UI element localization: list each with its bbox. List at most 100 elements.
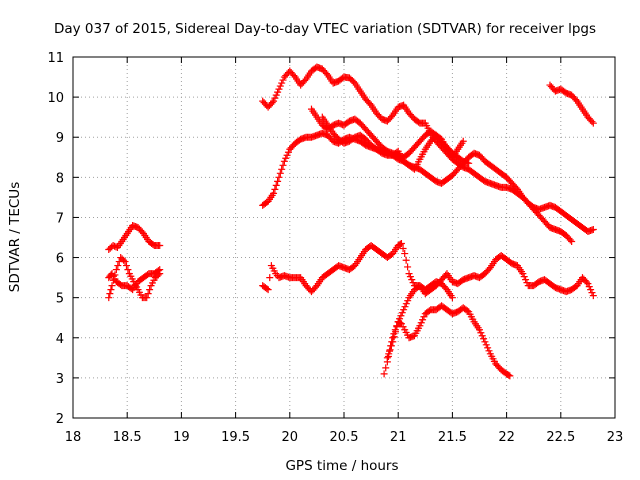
data-point bbox=[584, 280, 592, 288]
data-point bbox=[143, 294, 151, 302]
data-point bbox=[401, 303, 409, 311]
data-point bbox=[417, 319, 425, 327]
series-arc-j bbox=[383, 278, 456, 362]
data-point bbox=[121, 258, 129, 266]
data-point bbox=[144, 290, 152, 298]
data-point bbox=[476, 326, 483, 334]
data-point bbox=[391, 328, 399, 336]
data-point bbox=[156, 270, 164, 278]
data-point bbox=[385, 350, 393, 358]
data-point bbox=[394, 318, 402, 326]
data-point bbox=[382, 364, 390, 372]
data-point bbox=[109, 276, 117, 284]
data-point bbox=[279, 161, 287, 169]
x-tick-label: 20.5 bbox=[330, 430, 359, 445]
y-tick-label: 6 bbox=[56, 252, 64, 267]
x-tick-label: 19 bbox=[173, 430, 190, 445]
data-point bbox=[390, 333, 398, 341]
data-point bbox=[512, 184, 520, 192]
data-point bbox=[465, 159, 473, 167]
data-point bbox=[387, 113, 395, 121]
data-point bbox=[275, 85, 283, 93]
data-point bbox=[566, 236, 574, 244]
data-point bbox=[156, 242, 164, 250]
series-arc-k bbox=[546, 81, 597, 127]
y-tick-label: 2 bbox=[56, 412, 64, 427]
data-point bbox=[399, 245, 407, 253]
data-point bbox=[108, 282, 116, 290]
data-point bbox=[589, 225, 597, 233]
series-arc-c bbox=[105, 254, 164, 302]
data-point bbox=[274, 88, 282, 96]
data-point bbox=[448, 294, 456, 302]
data-point bbox=[268, 99, 276, 107]
y-tick-label: 5 bbox=[56, 292, 64, 307]
data-point bbox=[463, 307, 471, 315]
x-tick-label: 22 bbox=[498, 430, 515, 445]
data-point bbox=[111, 271, 119, 279]
data-point bbox=[278, 165, 286, 173]
data-point bbox=[272, 91, 280, 99]
data-point bbox=[322, 70, 330, 78]
y-tick-label: 10 bbox=[47, 91, 64, 106]
x-tick-label: 18 bbox=[65, 430, 82, 445]
data-point bbox=[442, 284, 450, 292]
data-point bbox=[519, 270, 527, 278]
series-arc-b bbox=[105, 266, 164, 294]
data-point bbox=[400, 306, 408, 314]
x-tick-label: 18.5 bbox=[113, 430, 142, 445]
y-tick-label: 3 bbox=[56, 372, 64, 387]
data-point bbox=[280, 157, 288, 165]
data-point bbox=[312, 283, 320, 291]
data-point bbox=[481, 338, 489, 346]
axis-ticks: 18 18.5 19 19.5 20 20.5 21 21.5 22 22.5 2323456789… bbox=[47, 51, 623, 445]
x-tick-label: 19.5 bbox=[221, 430, 250, 445]
x-tick-label: 21.5 bbox=[438, 430, 467, 445]
data-point bbox=[386, 346, 394, 354]
data-point bbox=[106, 290, 114, 298]
data-point bbox=[587, 286, 595, 294]
data-point bbox=[404, 263, 412, 271]
data-point bbox=[589, 119, 597, 127]
data-point bbox=[459, 137, 467, 145]
data-point bbox=[120, 256, 128, 264]
data-point bbox=[401, 250, 409, 258]
data-point bbox=[276, 82, 284, 90]
data-point bbox=[505, 371, 513, 379]
data-point bbox=[572, 96, 580, 104]
data-point bbox=[396, 315, 404, 323]
y-tick-label: 7 bbox=[56, 211, 64, 226]
data-point bbox=[589, 292, 597, 300]
data-point bbox=[271, 185, 279, 193]
data-point bbox=[107, 286, 115, 294]
data-point bbox=[278, 79, 286, 87]
data-point bbox=[485, 347, 493, 355]
data-point bbox=[480, 335, 488, 343]
data-point bbox=[266, 274, 274, 282]
data-point bbox=[478, 332, 486, 340]
series-arc-a bbox=[105, 221, 164, 254]
data-point bbox=[274, 177, 282, 185]
data-point bbox=[275, 173, 283, 181]
data-point bbox=[270, 189, 278, 197]
data-point bbox=[397, 240, 405, 248]
data-point bbox=[154, 271, 162, 279]
data-point bbox=[263, 285, 271, 293]
data-point bbox=[477, 329, 485, 337]
data-point bbox=[588, 289, 596, 297]
data-point bbox=[583, 278, 591, 286]
data-point bbox=[380, 370, 388, 378]
data-point bbox=[270, 97, 278, 105]
x-tick-label: 23 bbox=[607, 430, 624, 445]
data-point bbox=[124, 266, 132, 274]
data-point bbox=[366, 100, 374, 108]
grid bbox=[73, 57, 615, 418]
data-point bbox=[114, 262, 122, 270]
x-axis-label: GPS time / hours bbox=[285, 458, 398, 474]
data-point bbox=[122, 262, 130, 270]
data-point bbox=[264, 286, 272, 294]
data-point bbox=[405, 270, 413, 278]
data-point bbox=[399, 323, 407, 331]
data-point bbox=[568, 238, 576, 246]
